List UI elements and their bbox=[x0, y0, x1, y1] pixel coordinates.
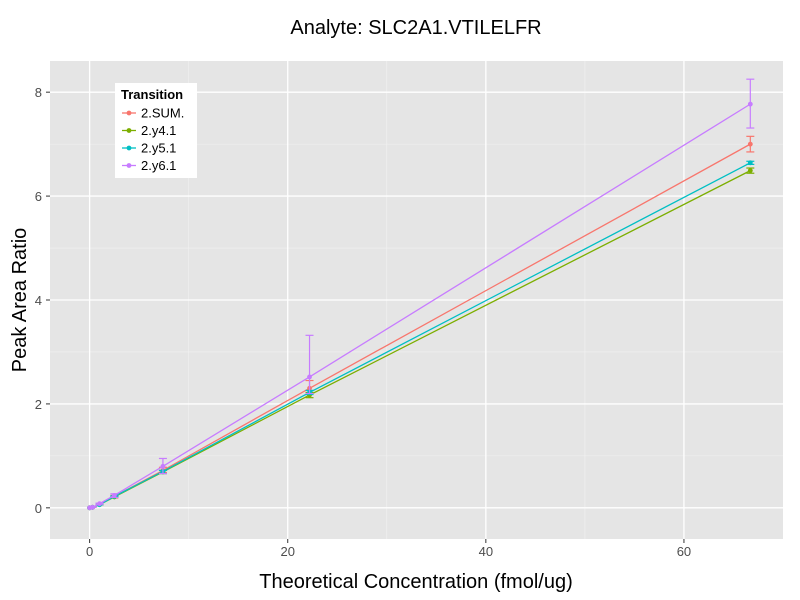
legend-label: 2.y4.1 bbox=[141, 123, 176, 138]
series-layer bbox=[87, 78, 755, 511]
data-point bbox=[747, 168, 753, 174]
legend-key-point bbox=[126, 163, 132, 168]
data-point bbox=[111, 492, 117, 498]
chart-title: Analyte: SLC2A1.VTILELFR bbox=[290, 17, 541, 39]
x-tick-label: 60 bbox=[677, 544, 691, 559]
series-2-y6-1 bbox=[87, 78, 755, 511]
x-tick-label: 40 bbox=[479, 544, 493, 559]
data-point bbox=[747, 141, 753, 147]
y-axis-title: Peak Area Ratio bbox=[9, 228, 31, 373]
legend-item: 2.y4.1 bbox=[122, 123, 176, 138]
legend-item: 2.y5.1 bbox=[122, 141, 176, 156]
y-tick-label: 8 bbox=[35, 85, 42, 100]
data-point bbox=[90, 504, 95, 510]
y-tick-label: 2 bbox=[35, 397, 42, 412]
y-tick-label: 6 bbox=[35, 189, 42, 204]
legend-item: 2.y6.1 bbox=[122, 158, 176, 173]
data-point bbox=[97, 501, 102, 507]
data-point bbox=[747, 160, 753, 166]
legend-label: 2.y6.1 bbox=[141, 158, 176, 173]
legend-label: 2.y5.1 bbox=[141, 141, 176, 156]
x-tick-label: 0 bbox=[86, 544, 93, 559]
legend-label: 2.SUM. bbox=[141, 106, 184, 121]
legend: Transition 2.SUM. 2.y4.1 2.y5.1 2.y6.1 bbox=[115, 83, 197, 178]
y-tick-label: 4 bbox=[35, 293, 42, 308]
y-tick-label: 0 bbox=[35, 501, 42, 516]
data-point bbox=[160, 463, 166, 469]
x-axis-title: Theoretical Concentration (fmol/ug) bbox=[259, 571, 572, 593]
legend-key-point bbox=[126, 128, 132, 133]
x-tick-label: 20 bbox=[280, 544, 294, 559]
axes: 0 20 40 60 0 2 4 6 8 bbox=[35, 85, 691, 559]
legend-key-point bbox=[126, 110, 132, 116]
legend-key-point bbox=[126, 145, 132, 151]
legend-item: 2.SUM. bbox=[122, 106, 184, 121]
data-point bbox=[307, 374, 312, 380]
legend-title: Transition bbox=[121, 87, 183, 102]
data-point bbox=[747, 101, 753, 107]
legend-items: 2.SUM. 2.y4.1 2.y5.1 2.y6.1 bbox=[122, 106, 184, 173]
